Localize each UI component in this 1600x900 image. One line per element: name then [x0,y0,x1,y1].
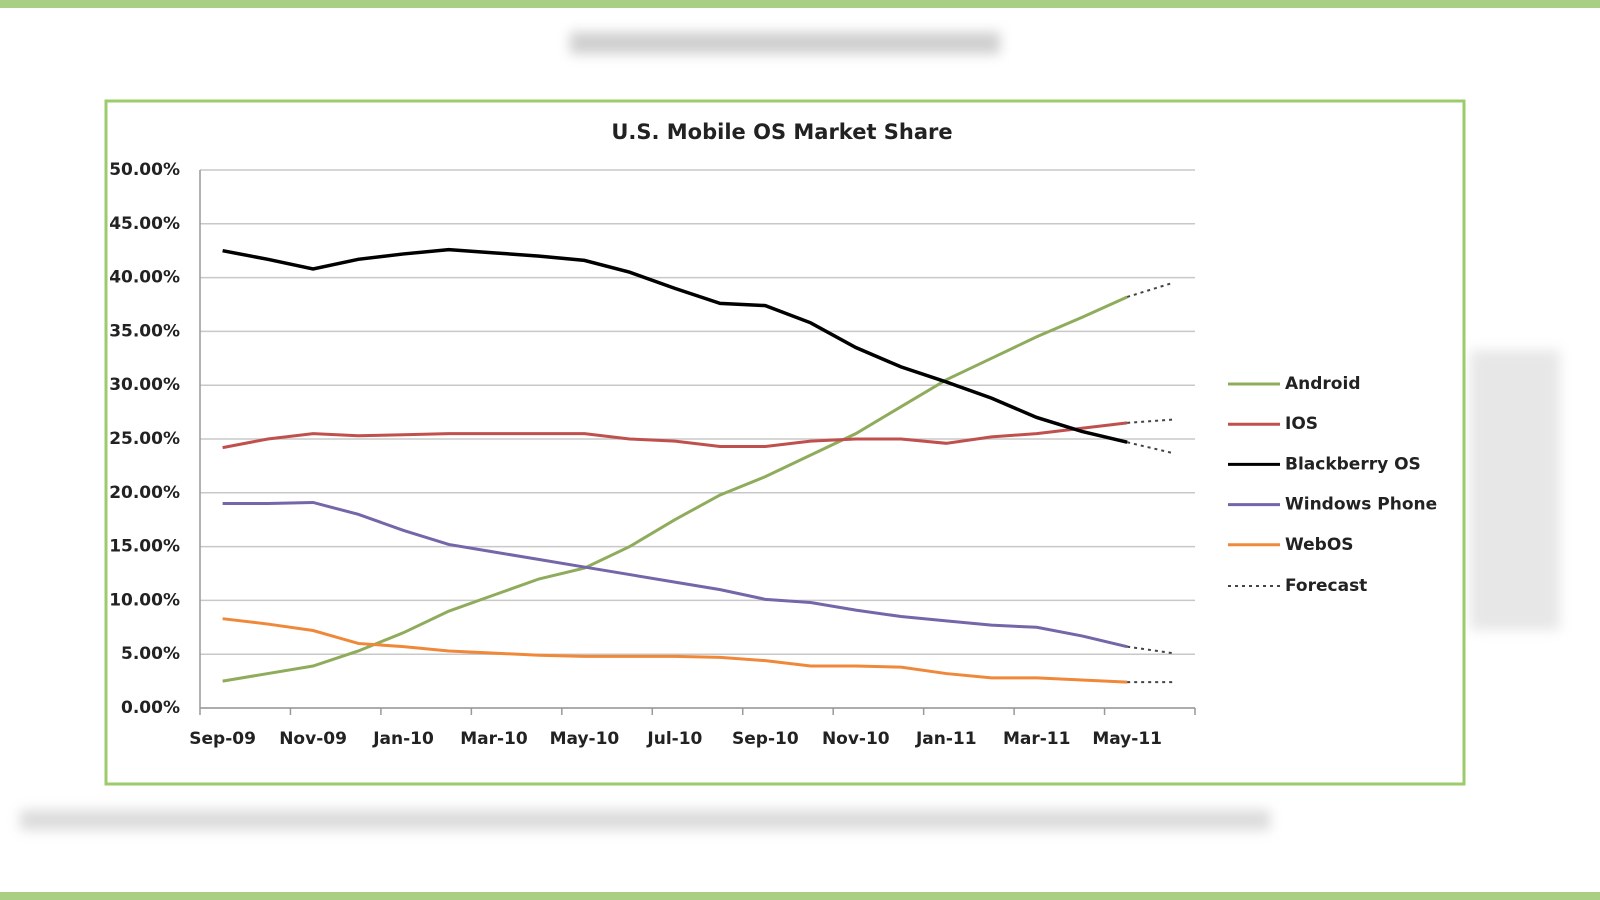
y-tick-label: 30.00% [109,375,180,395]
forecast-line [1126,441,1173,454]
y-tick-label: 0.00% [121,698,180,718]
x-tick-label: Sep-09 [189,729,256,749]
x-tick-label: Jul-10 [646,729,702,749]
line [222,247,1128,444]
line [222,500,1128,649]
line [222,617,1128,684]
legend-label: IOS [1285,414,1318,434]
y-tick-label: 15.00% [109,537,180,557]
x-tick-label: Sep-10 [732,729,799,749]
y-tick-label: 20.00% [109,483,180,503]
y-tick-label: 5.00% [121,644,180,664]
legend-label: Windows Phone [1285,495,1437,515]
blur-block [570,32,1000,54]
bottom-border [0,892,1600,900]
blurred-background [20,32,1560,830]
blur-block [20,810,1270,830]
x-tick-label: Jan-10 [372,729,434,749]
chart-frame [104,99,1466,786]
forecast-line [1126,282,1173,298]
legend-label: WebOS [1285,535,1354,555]
legend-label: Forecast [1285,576,1367,596]
line [222,421,1128,450]
chart-title: U.S. Mobile OS Market Share [611,120,952,144]
forecast-line [1127,418,1173,424]
y-tick-label: 25.00% [109,429,180,449]
x-tick-label: May-11 [1092,729,1162,749]
blur-block [1470,350,1560,630]
y-tick-label: 10.00% [109,590,180,610]
y-tick-label: 45.00% [109,214,180,234]
x-tick-label: May-10 [550,729,620,749]
x-tick-label: Jan-11 [915,729,977,749]
x-tick-label: Mar-11 [1003,729,1071,749]
y-tick-label: 35.00% [109,321,180,341]
y-tick-label: 50.00% [109,160,180,180]
x-tick-label: Nov-09 [279,729,347,749]
x-tick-label: Nov-10 [822,729,890,749]
legend-label: Blackberry OS [1285,454,1421,474]
legend-label: Android [1285,374,1361,394]
y-tick-label: 40.00% [109,268,180,288]
top-border [0,0,1600,8]
x-tick-label: Mar-10 [460,729,528,749]
forecast-line [1127,645,1173,655]
